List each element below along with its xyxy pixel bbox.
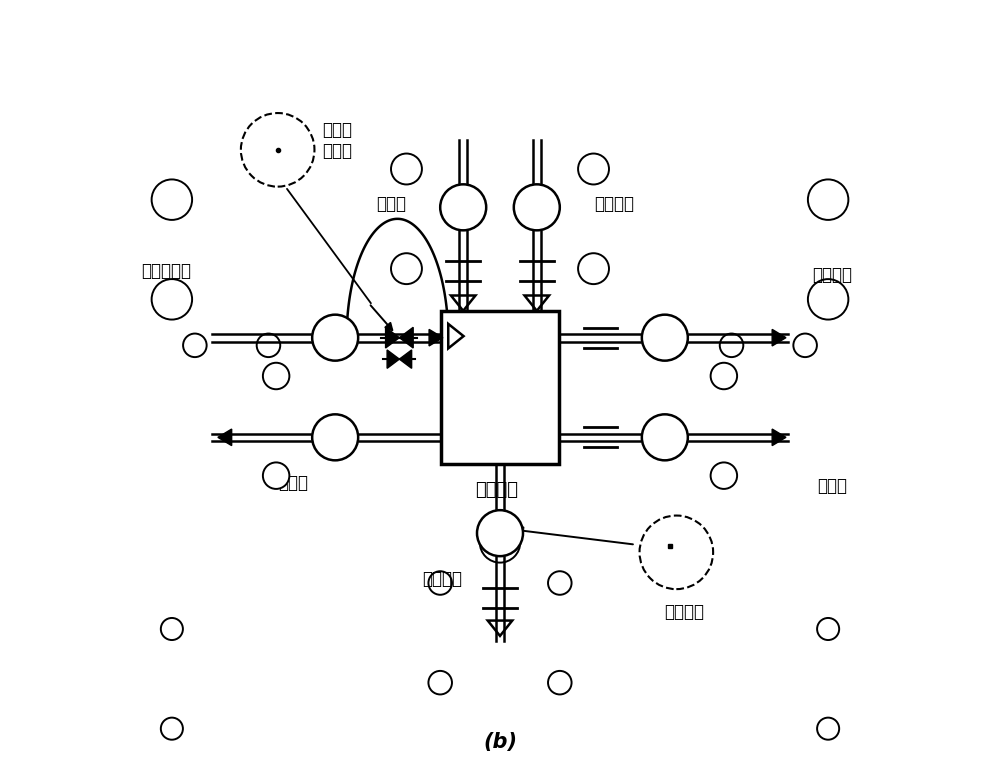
Circle shape (514, 184, 560, 230)
Circle shape (642, 415, 688, 460)
Circle shape (452, 381, 474, 402)
Polygon shape (772, 329, 786, 346)
Circle shape (578, 253, 609, 284)
Circle shape (817, 618, 839, 640)
Circle shape (312, 415, 358, 460)
Polygon shape (218, 429, 232, 446)
Text: 流出水量: 流出水量 (812, 266, 852, 284)
Text: 湖体水量: 湖体水量 (475, 481, 518, 499)
Polygon shape (399, 350, 412, 368)
Circle shape (808, 180, 848, 220)
Circle shape (808, 279, 848, 319)
Circle shape (793, 333, 817, 357)
Text: 降雨量: 降雨量 (376, 195, 406, 212)
Circle shape (428, 671, 452, 694)
Text: 总供水量: 总供水量 (422, 570, 462, 588)
Polygon shape (772, 429, 786, 446)
Circle shape (526, 381, 548, 402)
Polygon shape (386, 327, 399, 348)
Circle shape (161, 718, 183, 739)
Circle shape (312, 315, 358, 360)
Circle shape (720, 333, 743, 357)
Circle shape (906, 496, 937, 527)
Circle shape (183, 333, 207, 357)
Circle shape (152, 279, 192, 319)
Text: 流入水量: 流入水量 (594, 195, 634, 212)
Circle shape (711, 363, 737, 389)
Bar (441, 311, 559, 464)
Text: 下渗量: 下渗量 (278, 474, 308, 492)
Circle shape (391, 253, 422, 284)
Circle shape (428, 571, 452, 594)
Text: 蒸发量: 蒸发量 (817, 477, 847, 495)
Circle shape (642, 315, 688, 360)
Circle shape (477, 510, 523, 556)
Circle shape (578, 153, 609, 184)
Polygon shape (429, 329, 443, 346)
Circle shape (711, 463, 737, 489)
Circle shape (257, 333, 280, 357)
Text: 废水流入量: 废水流入量 (141, 262, 191, 281)
Circle shape (440, 184, 486, 230)
Circle shape (480, 522, 520, 563)
Text: 废水流
入速率: 废水流 入速率 (322, 121, 352, 160)
Circle shape (548, 571, 572, 594)
Circle shape (152, 180, 192, 220)
Circle shape (263, 463, 289, 489)
Circle shape (161, 618, 183, 640)
Circle shape (263, 363, 289, 389)
Polygon shape (399, 327, 413, 348)
Text: (b): (b) (483, 732, 517, 752)
Circle shape (548, 671, 572, 694)
Circle shape (63, 496, 94, 527)
Circle shape (817, 718, 839, 739)
Text: 总需水量: 总需水量 (664, 603, 704, 621)
Circle shape (391, 153, 422, 184)
Polygon shape (387, 350, 399, 368)
